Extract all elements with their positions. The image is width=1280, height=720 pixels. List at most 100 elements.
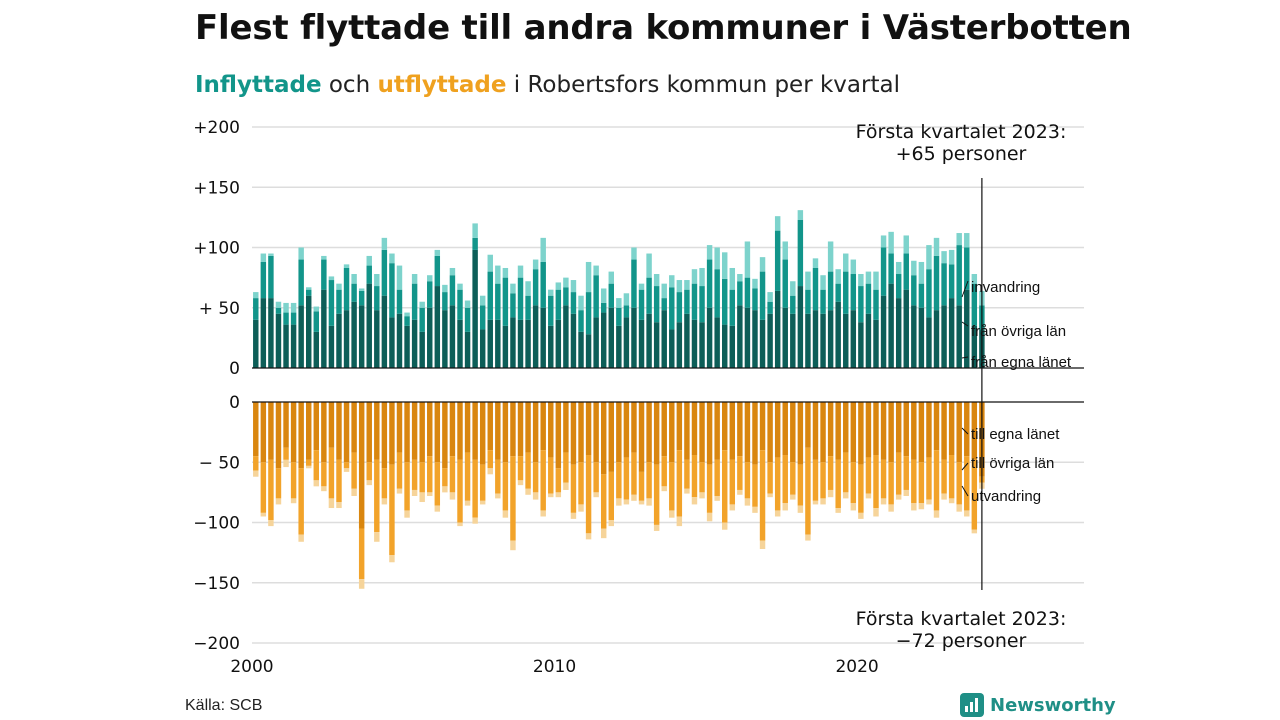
bar-out-segment: [767, 493, 773, 498]
bar-out-segment: [517, 480, 524, 486]
bar-in-segment: [729, 289, 736, 326]
bar-out-segment: [956, 402, 962, 463]
bar-in-segment: [653, 286, 660, 323]
bar-in-segment: [744, 241, 751, 278]
bar-out-segment: [472, 459, 478, 518]
bar-out-segment: [495, 493, 501, 499]
bar-out-segment: [797, 464, 804, 506]
bar-out-segment: [631, 452, 637, 495]
bar-in-segment: [767, 313, 773, 368]
bar-out-segment: [790, 494, 796, 500]
bar-out-segment: [646, 498, 652, 506]
bar-in-segment: [540, 261, 546, 308]
bar-in-segment: [555, 319, 562, 368]
bar-out-segment: [631, 494, 637, 501]
bar-in-segment: [298, 247, 304, 260]
bar-out-segment: [389, 555, 395, 563]
bar-in-segment: [843, 271, 849, 314]
bar-out-segment: [835, 402, 841, 460]
bar-in-segment: [646, 313, 652, 368]
bar-out-segment: [752, 402, 758, 465]
bar-in-segment: [805, 271, 811, 290]
bar-out-segment: [767, 402, 773, 463]
bar-out-segment: [411, 459, 418, 490]
bar-in-segment: [343, 264, 350, 268]
bar-out-segment: [873, 508, 879, 517]
chart-title: Flest flyttade till andra kommuner i Väs…: [195, 8, 1132, 48]
bar-out-segment: [351, 488, 357, 496]
bar-in-segment: [948, 249, 955, 265]
bar-in-segment: [563, 287, 569, 306]
bar-out-segment: [895, 494, 902, 500]
bar-in-segment: [782, 241, 788, 260]
y-tick-label-bottom: −150: [193, 574, 240, 594]
bar-out-segment: [525, 488, 531, 495]
bar-in-segment: [956, 233, 962, 246]
bar-in-segment: [479, 295, 486, 306]
bar-out-segment: [865, 457, 872, 494]
bar-out-segment: [298, 468, 304, 535]
bar-in-segment: [411, 319, 418, 368]
bar-in-segment: [964, 289, 970, 368]
legend-label-top: från egna länet: [971, 354, 1072, 371]
legend-leader-top: [961, 356, 969, 359]
bar-in-segment: [744, 307, 751, 368]
bar-out-segment: [381, 468, 388, 499]
bar-out-segment: [948, 402, 955, 456]
bar-out-segment: [427, 492, 433, 496]
bar-in-segment: [336, 313, 342, 368]
bar-in-segment: [578, 331, 584, 368]
bar-out-segment: [404, 462, 410, 511]
bar-in-segment: [820, 313, 826, 368]
bar-in-segment: [812, 267, 819, 311]
bar-in-segment: [858, 274, 864, 287]
bar-out-segment: [298, 534, 304, 542]
bar-in-segment: [631, 307, 637, 368]
y-tick-label-top: + 50: [199, 299, 240, 319]
bar-in-segment: [759, 319, 766, 368]
bar-in-segment: [827, 241, 834, 272]
bar-in-segment: [525, 295, 531, 320]
bar-in-segment: [336, 283, 342, 290]
bar-in-segment: [676, 322, 683, 368]
bar-out-segment: [487, 402, 493, 451]
bar-in-segment: [532, 259, 539, 270]
bar-out-segment: [827, 489, 834, 498]
bar-out-segment: [442, 486, 448, 493]
bar-in-segment: [419, 307, 425, 332]
bar-in-segment: [548, 289, 554, 296]
bar-in-segment: [525, 281, 531, 296]
bar-in-segment: [850, 274, 857, 311]
bar-out-segment: [699, 402, 705, 463]
bar-in-segment: [964, 233, 970, 248]
legend-leader-top: [961, 321, 969, 327]
bar-out-segment: [858, 512, 864, 519]
bar-in-segment: [956, 245, 962, 306]
bar-in-segment: [502, 325, 509, 368]
bar-out-segment: [729, 504, 736, 511]
bar-out-segment: [374, 532, 380, 542]
bar-out-segment: [343, 462, 350, 469]
bar-out-segment: [517, 456, 524, 481]
y-tick-label-bottom: 0: [229, 393, 240, 413]
bar-in-segment: [442, 284, 448, 293]
bar-in-segment: [585, 261, 592, 293]
bar-in-segment: [926, 269, 932, 318]
bar-out-segment: [805, 534, 811, 541]
bar-in-segment: [351, 283, 357, 302]
bar-in-segment: [706, 307, 713, 368]
bar-in-segment: [865, 313, 872, 368]
bar-in-segment: [669, 275, 675, 288]
bar-out-segment: [532, 462, 539, 493]
bar-out-segment: [578, 504, 584, 512]
bar-out-segment: [638, 402, 645, 472]
bar-out-segment: [706, 402, 713, 465]
bar-in-segment: [517, 265, 524, 278]
bar-out-segment: [669, 510, 675, 518]
bar-in-segment: [676, 280, 683, 293]
bar-out-segment: [532, 492, 539, 500]
bar-out-segment: [283, 447, 289, 460]
bar-out-segment: [268, 402, 274, 460]
bar-out-segment: [964, 456, 970, 511]
bar-in-segment: [321, 259, 327, 290]
